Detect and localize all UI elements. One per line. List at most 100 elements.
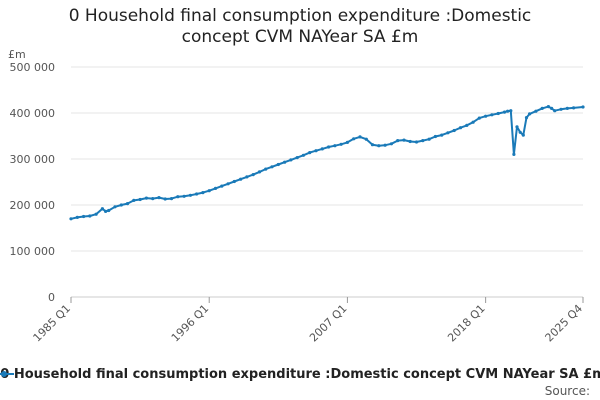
data-point-0-26 xyxy=(226,182,230,186)
data-point-0-15 xyxy=(157,196,161,200)
grid-layer xyxy=(71,66,583,298)
data-point-0-42 xyxy=(327,145,331,149)
series-layer xyxy=(69,105,585,221)
data-point-0-44 xyxy=(339,142,343,146)
data-point-0-38 xyxy=(301,153,305,157)
data-point-0-8 xyxy=(113,205,117,209)
data-point-0-17 xyxy=(169,197,174,201)
data-point-0-45 xyxy=(345,140,349,144)
data-point-0-49 xyxy=(370,143,375,147)
data-point-0-29 xyxy=(245,175,249,179)
legend-series-label: 0 Household final consumption expenditur… xyxy=(0,366,600,382)
data-point-0-19 xyxy=(182,194,186,198)
data-point-0-36 xyxy=(289,158,293,162)
legend[interactable]: 0 Household final consumption expenditur… xyxy=(0,365,600,383)
data-point-0-40 xyxy=(314,149,318,153)
y-tick-label-0: 0 xyxy=(48,291,55,304)
data-point-0-9 xyxy=(119,203,123,207)
data-point-0-67 xyxy=(484,114,488,118)
data-point-0-71 xyxy=(506,109,510,113)
data-point-0-79 xyxy=(534,109,538,113)
data-point-0-66 xyxy=(477,116,481,120)
data-point-0-34 xyxy=(276,162,280,167)
data-point-0-60 xyxy=(440,133,444,137)
data-point-0-82 xyxy=(550,106,554,110)
x-tick-label-2: 2007 Q1 xyxy=(307,302,350,345)
data-point-0-23 xyxy=(207,189,211,193)
data-point-0-10 xyxy=(125,202,130,206)
data-point-0-84 xyxy=(559,107,563,111)
data-point-0-7 xyxy=(107,208,111,213)
data-point-0-65 xyxy=(471,120,475,124)
x-tick-label-0: 1985 Q1 xyxy=(31,302,74,345)
data-point-0-35 xyxy=(283,160,287,164)
data-point-0-77 xyxy=(524,116,529,120)
data-point-0-78 xyxy=(528,112,532,116)
y-tick-label-3: 300 000 xyxy=(10,153,56,166)
data-point-0-25 xyxy=(220,184,224,188)
data-point-0-70 xyxy=(502,110,507,114)
data-point-0-57 xyxy=(421,139,425,143)
data-point-0-28 xyxy=(239,177,243,181)
data-point-0-13 xyxy=(144,196,148,200)
chart-title-line-2: concept CVM NAYear SA £m xyxy=(181,27,419,47)
data-point-0-58 xyxy=(427,137,431,141)
data-point-0-50 xyxy=(377,144,381,148)
data-point-0-52 xyxy=(389,142,393,146)
data-point-0-20 xyxy=(188,193,192,197)
data-point-0-83 xyxy=(553,109,557,113)
data-point-0-33 xyxy=(270,165,274,169)
data-point-0-53 xyxy=(396,139,400,143)
data-point-0-2 xyxy=(82,214,86,219)
data-point-0-75 xyxy=(518,130,522,134)
data-point-0-69 xyxy=(496,111,500,116)
data-point-0-80 xyxy=(540,106,544,110)
data-point-0-11 xyxy=(132,198,136,202)
data-point-0-14 xyxy=(151,197,155,201)
x-tick-label-1: 1996 Q1 xyxy=(169,302,212,345)
data-point-0-68 xyxy=(490,113,494,117)
axis-layer: 0 100 000 200 000 300 000 400 000 500 000 1985… xyxy=(10,61,586,344)
y-tick-label-5: 500 000 xyxy=(10,61,56,74)
data-point-0-48 xyxy=(364,137,368,141)
data-point-0-39 xyxy=(308,151,312,155)
data-point-0-32 xyxy=(264,167,268,171)
data-point-0-37 xyxy=(295,156,299,160)
data-point-0-56 xyxy=(414,140,419,144)
data-point-0-22 xyxy=(201,191,205,195)
data-point-0-73 xyxy=(512,152,516,156)
chart-title: 0 Household final consumption expenditur… xyxy=(0,6,600,48)
data-point-0-46 xyxy=(352,137,356,141)
y-tick-label-2: 200 000 xyxy=(10,199,56,212)
data-point-0-74 xyxy=(515,125,519,129)
data-point-0-59 xyxy=(433,134,437,139)
x-tick-label-3: 2018 Q1 xyxy=(445,302,488,345)
data-point-0-47 xyxy=(358,135,362,139)
data-point-0-81 xyxy=(546,105,551,109)
data-point-0-43 xyxy=(333,144,337,148)
data-point-0-24 xyxy=(213,186,218,190)
series-line-0 xyxy=(70,105,584,220)
data-point-0-41 xyxy=(320,147,324,151)
y-tick-label-4: 400 000 xyxy=(10,107,56,120)
data-point-0-85 xyxy=(565,106,569,110)
data-point-0-62 xyxy=(452,128,456,133)
data-point-0-87 xyxy=(581,105,585,109)
data-point-0-4 xyxy=(94,212,98,216)
data-point-0-0 xyxy=(69,217,73,221)
data-point-0-51 xyxy=(383,143,387,147)
data-point-0-72 xyxy=(509,109,513,113)
data-point-0-61 xyxy=(446,131,450,135)
data-point-0-54 xyxy=(402,138,406,142)
data-point-0-27 xyxy=(232,179,236,184)
data-point-0-86 xyxy=(572,106,576,110)
source-label: Source: xyxy=(544,384,590,398)
data-point-0-16 xyxy=(163,197,167,201)
data-point-0-5 xyxy=(100,207,104,211)
data-point-0-12 xyxy=(138,197,142,202)
data-point-0-6 xyxy=(104,209,108,213)
y-tick-label-1: 100 000 xyxy=(10,245,56,258)
x-tick-label-4: 2025 Q4 xyxy=(543,302,586,345)
data-point-0-30 xyxy=(251,173,255,177)
